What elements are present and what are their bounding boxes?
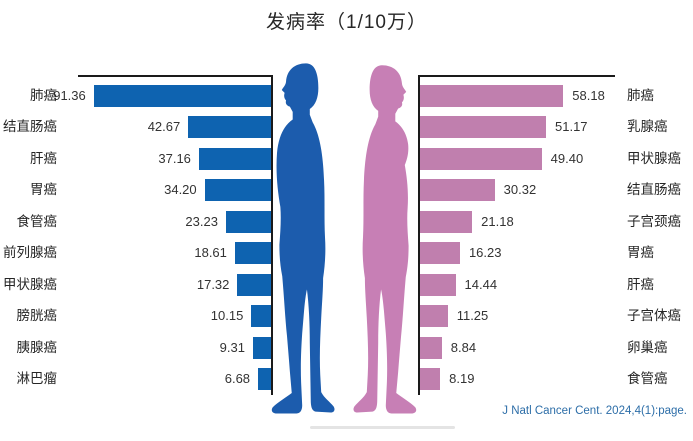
citation-text: J Natl Cancer Cent. 2024,4(1):page. bbox=[502, 405, 687, 417]
male-category-label-6: 甲状腺癌 bbox=[3, 276, 57, 292]
male-category-label-2: 肝癌 bbox=[30, 150, 57, 166]
male-value-label-4: 23.23 bbox=[185, 213, 218, 229]
bar-row-male-2: 37.16 肝癌 bbox=[0, 147, 273, 170]
female-value-label-0: 58.18 bbox=[572, 88, 605, 103]
female-bar-卵巢癌 bbox=[420, 336, 442, 359]
female-value-label-3: 30.32 bbox=[503, 182, 537, 198]
male-category-label-1: 结直肠癌 bbox=[3, 119, 57, 135]
male-bar-前列腺癌 bbox=[234, 242, 271, 265]
male-chart: 91.36 肺癌 42.67 结直肠癌 37.16 肝癌 34.20 胃癌 23.23 食管癌 18… bbox=[0, 75, 273, 395]
female-bar-子宫体癌 bbox=[420, 305, 448, 328]
female-category-label-5: 胃癌 bbox=[627, 245, 654, 261]
female-category-label-9: 食管癌 bbox=[627, 371, 668, 387]
male-category-label-4: 食管癌 bbox=[16, 213, 58, 229]
bar-row-female-2: 49.40 甲状腺癌 bbox=[418, 147, 693, 170]
bar-row-male-4: 23.23 食管癌 bbox=[0, 210, 273, 233]
bar-row-female-3: 30.32 结直肠癌 bbox=[418, 179, 693, 202]
bar-row-female-8: 8.84 卵巢癌 bbox=[418, 336, 693, 359]
male-category-label-0: 肺癌 bbox=[30, 88, 57, 103]
male-bar-结直肠癌 bbox=[188, 116, 271, 139]
bar-row-female-1: 51.17 乳腺癌 bbox=[418, 116, 693, 139]
male-category-label-8: 胰腺癌 bbox=[16, 339, 58, 355]
male-bar-淋巴瘤 bbox=[258, 368, 271, 391]
male-value-label-6: 17.32 bbox=[196, 276, 230, 292]
female-axis-line bbox=[418, 75, 420, 395]
female-bar-甲状腺癌 bbox=[420, 147, 542, 170]
female-bar-肺癌 bbox=[420, 85, 564, 107]
male-bar-膀胱癌 bbox=[251, 305, 271, 328]
female-value-label-5: 16.23 bbox=[468, 245, 502, 261]
male-bar-胰腺癌 bbox=[252, 336, 271, 359]
male-value-label-0: 91.36 bbox=[53, 88, 86, 103]
male-bar-肺癌 bbox=[93, 85, 271, 107]
female-chart: 58.18 肺癌 51.17 乳腺癌 49.40 甲状腺癌 30.32 结直肠癌 21.18 子宫… bbox=[418, 75, 693, 395]
female-value-label-2: 49.40 bbox=[550, 150, 584, 166]
male-bar-肝癌 bbox=[198, 147, 271, 170]
male-value-label-1: 42.67 bbox=[147, 119, 181, 135]
bar-row-male-7: 10.15 膀胱癌 bbox=[0, 305, 273, 328]
female-bar-乳腺癌 bbox=[420, 116, 546, 139]
female-category-label-1: 乳腺癌 bbox=[627, 119, 668, 135]
female-value-label-6: 14.44 bbox=[464, 276, 498, 292]
male-category-label-5: 前列腺癌 bbox=[3, 245, 57, 261]
male-value-label-8: 9.31 bbox=[219, 339, 245, 355]
male-value-label-3: 34.20 bbox=[164, 182, 197, 198]
female-value-label-1: 51.17 bbox=[555, 119, 588, 135]
female-bar-肝癌 bbox=[420, 273, 456, 296]
bar-row-male-6: 17.32 甲状腺癌 bbox=[0, 273, 273, 296]
female-value-label-9: 8.19 bbox=[449, 371, 475, 387]
bar-row-male-9: 6.68 淋巴瘤 bbox=[0, 368, 273, 391]
bar-row-female-4: 21.18 子宫颈癌 bbox=[418, 210, 693, 233]
female-bar-结直肠癌 bbox=[420, 179, 495, 202]
male-value-label-2: 37.16 bbox=[158, 150, 191, 166]
female-bar-食管癌 bbox=[420, 368, 441, 391]
female-category-label-7: 子宫体癌 bbox=[627, 308, 681, 324]
male-category-label-9: 淋巴瘤 bbox=[16, 371, 58, 387]
bar-row-female-5: 16.23 胃癌 bbox=[418, 242, 693, 265]
female-bar-胃癌 bbox=[420, 242, 460, 265]
male-category-label-3: 胃癌 bbox=[30, 182, 57, 198]
male-value-label-5: 18.61 bbox=[194, 245, 227, 261]
male-bar-胃癌 bbox=[204, 179, 271, 202]
male-value-label-9: 6.68 bbox=[224, 371, 251, 387]
female-bar-子宫颈癌 bbox=[420, 210, 473, 233]
bar-row-male-5: 18.61 前列腺癌 bbox=[0, 242, 273, 265]
chart-title: 发病率（1/10万） bbox=[266, 12, 427, 33]
female-value-label-4: 21.18 bbox=[481, 213, 514, 229]
male-bar-食管癌 bbox=[225, 210, 271, 233]
male-axis-topline bbox=[78, 75, 273, 77]
bar-row-female-0: 58.18 肺癌 bbox=[418, 85, 693, 107]
bar-row-male-0: 91.36 肺癌 bbox=[0, 85, 273, 107]
human-figures bbox=[271, 63, 417, 414]
female-category-label-6: 肝癌 bbox=[627, 276, 654, 292]
female-category-label-2: 甲状腺癌 bbox=[627, 150, 681, 166]
female-category-label-0: 肺癌 bbox=[627, 88, 654, 103]
female-value-label-7: 11.25 bbox=[456, 308, 489, 324]
female-category-label-3: 结直肠癌 bbox=[627, 182, 681, 198]
female-axis-topline bbox=[418, 75, 615, 77]
ground-shadow-line bbox=[310, 426, 455, 429]
male-bar-甲状腺癌 bbox=[237, 273, 271, 296]
bar-row-female-6: 14.44 肝癌 bbox=[418, 273, 693, 296]
bar-row-male-8: 9.31 胰腺癌 bbox=[0, 336, 273, 359]
male-silhouette-icon bbox=[271, 63, 335, 414]
female-silhouette-icon bbox=[353, 65, 417, 414]
bar-row-female-7: 11.25 子宫体癌 bbox=[418, 305, 693, 328]
male-axis-line bbox=[271, 75, 273, 395]
bar-row-male-3: 34.20 胃癌 bbox=[0, 179, 273, 202]
female-category-label-8: 卵巢癌 bbox=[627, 339, 668, 355]
bar-row-female-9: 8.19 食管癌 bbox=[418, 368, 693, 391]
male-value-label-7: 10.15 bbox=[210, 308, 244, 324]
bar-row-male-1: 42.67 结直肠癌 bbox=[0, 116, 273, 139]
female-category-label-4: 子宫颈癌 bbox=[627, 213, 681, 229]
male-category-label-7: 膀胱癌 bbox=[16, 308, 58, 324]
female-value-label-8: 8.84 bbox=[450, 339, 477, 355]
